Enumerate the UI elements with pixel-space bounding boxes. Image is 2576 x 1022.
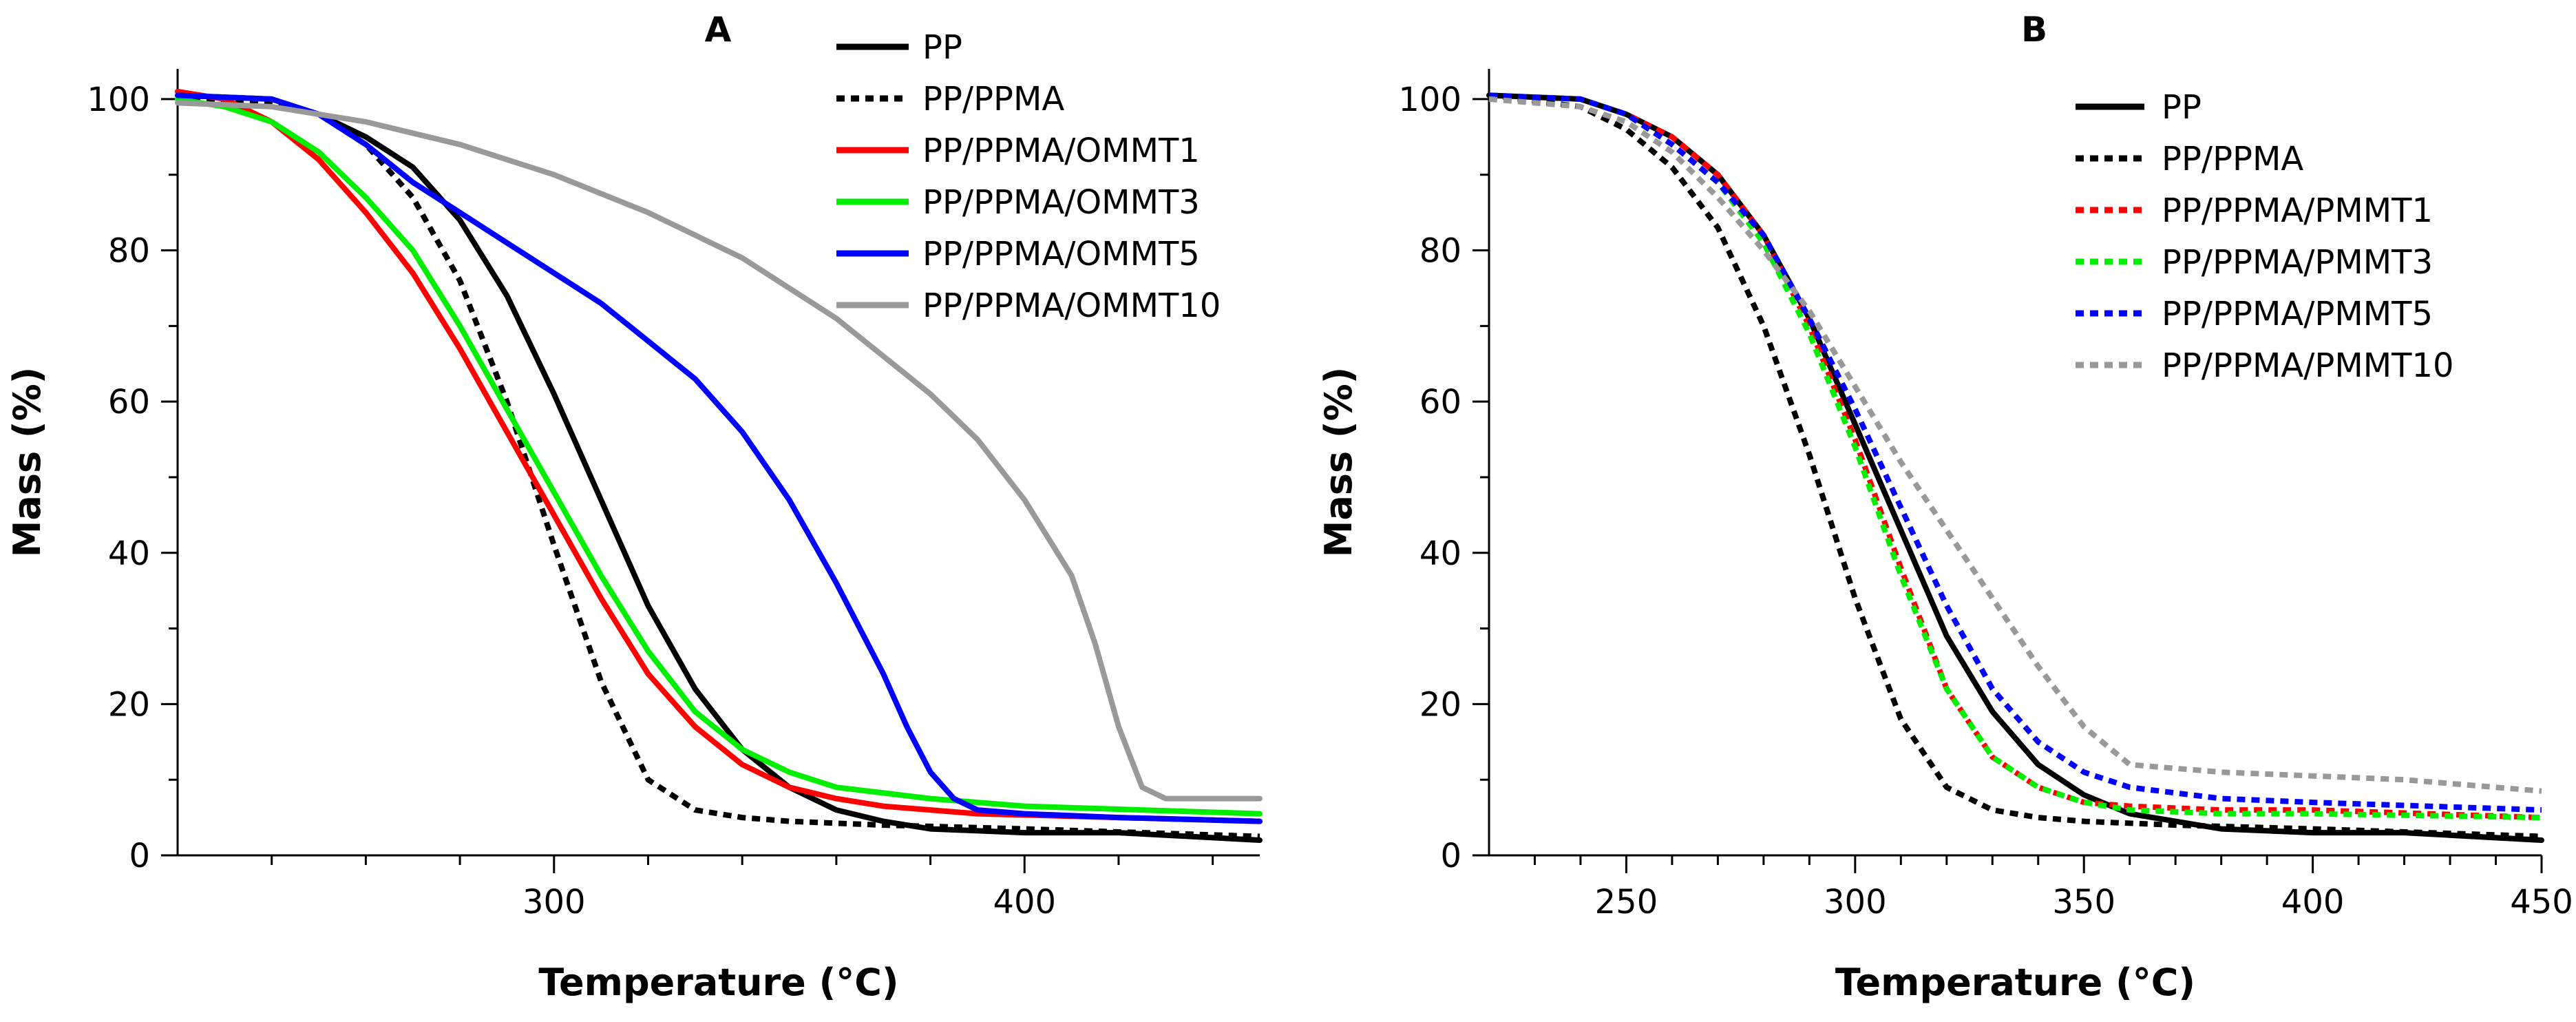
y-axis-title: Mass (%) [6, 367, 49, 558]
panel-b: 0 20 40 60 80 100 250 300 350 400 450 Temperature (… [1317, 10, 2573, 1004]
y-tick-label: 0 [1440, 837, 1461, 875]
y-tick-label: 40 [1419, 534, 1461, 573]
y-tick-label: 20 [1419, 685, 1461, 724]
x-tick-label: 300 [522, 883, 586, 921]
x-tick-label: 400 [2281, 883, 2345, 921]
x-tick-label: 300 [1824, 883, 1887, 921]
legend-label-pp-ppma-ommt5: PP/PPMA/OMMT5 [922, 235, 1200, 273]
legend-label-pp-ppma: PP/PPMA [922, 80, 1064, 118]
legend-label-pp-ppma-pmmt3: PP/PPMA/PMMT3 [2162, 243, 2433, 282]
legend-label-pp: PP [2162, 88, 2202, 127]
series-line-pp-ppma-ommt3 [175, 96, 1263, 817]
x-tick-label: 450 [2510, 883, 2573, 921]
x-tick-label: 350 [2052, 883, 2115, 921]
y-tick-label: 100 [87, 81, 150, 119]
y-tick-label: 80 [1419, 232, 1461, 271]
y-tick-label: 0 [129, 837, 150, 875]
legend-label-pp-ppma-pmmt10: PP/PPMA/PMMT10 [2162, 346, 2454, 385]
series-line-pp-ppma [1488, 92, 2542, 840]
legend-label-pp-ppma: PP/PPMA [2162, 140, 2303, 178]
panel-label: A [705, 10, 732, 50]
series-line-pp-ppma-ommt1 [175, 88, 1263, 824]
y-tick-label: 60 [1419, 383, 1461, 421]
legend-label-pp: PP [922, 28, 962, 67]
y-tick-label: 100 [1398, 81, 1461, 119]
x-axis-title: Temperature (°C) [1835, 961, 2195, 1004]
legend-label-pp-ppma-ommt1: PP/PPMA/OMMT1 [922, 132, 1200, 170]
legend-label-pp-ppma-ommt3: PP/PPMA/OMMT3 [922, 183, 1200, 222]
legend-label-pp-ppma-ommt10: PP/PPMA/OMMT10 [922, 286, 1221, 325]
y-tick-label: 80 [108, 232, 150, 271]
x-tick-label: 400 [993, 883, 1056, 921]
y-tick-label: 60 [108, 383, 150, 421]
y-tick-label: 40 [108, 534, 150, 573]
legend-label-pp-ppma-pmmt5: PP/PPMA/PMMT5 [2162, 295, 2433, 333]
x-tick-label: 250 [1595, 883, 1658, 921]
legend-label-pp-ppma-pmmt1: PP/PPMA/PMMT1 [2162, 191, 2433, 230]
panel-a: 0 20 40 60 80 100 300 400 Temperature (°C) Mass (… [6, 10, 1263, 1004]
series-line-pp-ppma-pmmt10 [1488, 96, 2542, 794]
series-line-pp-ppma-ommt5 [175, 92, 1263, 824]
y-axis-title: Mass (%) [1317, 367, 1360, 558]
series-line-pp-ppma-pmmt5 [1488, 92, 2542, 813]
panel-label: B [2021, 10, 2047, 50]
series-line-pp-ppma-ommt10 [175, 100, 1263, 802]
y-tick-label: 20 [108, 685, 150, 724]
x-axis-title: Temperature (°C) [538, 961, 898, 1004]
